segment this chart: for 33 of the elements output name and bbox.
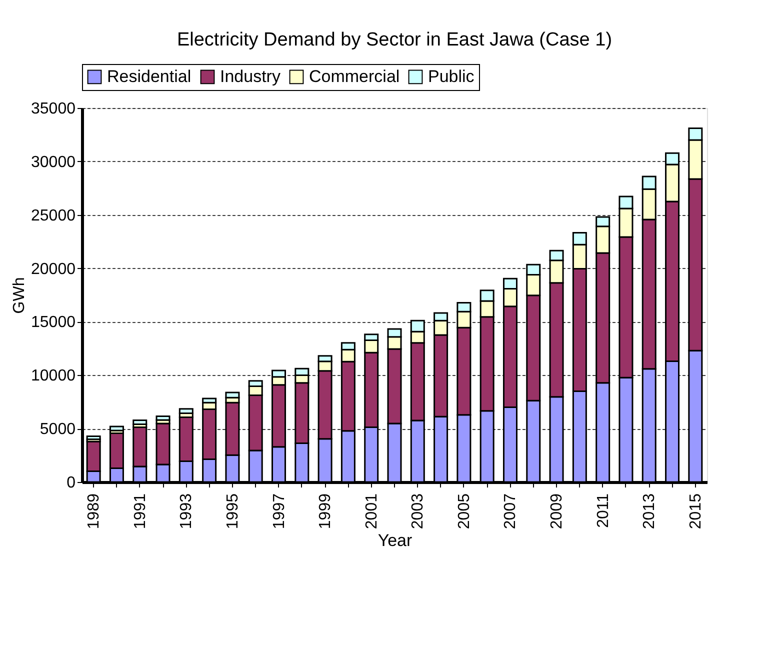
legend-label: Residential [107, 66, 192, 86]
x-tick-label: 2005 [456, 493, 473, 530]
y-tick-label: 5000 [40, 421, 76, 438]
y-tick-label: 25000 [31, 207, 76, 224]
chart-title: Electricity Demand by Sector in East Jawa (Case 1) [176, 30, 612, 50]
y-tick-label: 15000 [31, 314, 76, 332]
legend-label: Industry [220, 66, 281, 86]
x-tick-label: 1989 [86, 493, 103, 530]
x-tick-label: 1995 [224, 493, 242, 530]
bar [86, 436, 101, 440]
x-tick-label: 1999 [317, 493, 334, 530]
bar [132, 419, 148, 426]
x-tick-label: 1993 [178, 493, 196, 530]
y-tick-label: 30000 [31, 154, 76, 171]
x-tick-label: 2001 [363, 493, 380, 530]
x-tick-label: 2003 [410, 493, 427, 530]
x-tick-label: 2007 [502, 493, 520, 530]
y-tick-label: 20000 [31, 260, 76, 278]
y-tick-label: 10000 [31, 368, 76, 385]
legend-label: Commercial [309, 66, 400, 86]
y-tick-label: 0 [66, 474, 76, 492]
x-tick-label: 2013 [641, 493, 658, 530]
x-tick-label: 2011 [594, 493, 612, 528]
x-tick-label: 1997 [270, 493, 288, 530]
x-axis-title: Year [378, 531, 413, 550]
y-tick-label: 35000 [31, 100, 76, 118]
x-tick-label: 2015 [687, 493, 704, 530]
legend-label: Public [428, 66, 475, 86]
x-tick-label: 1991 [132, 493, 149, 530]
y-axis-title: GWh [11, 277, 28, 314]
x-tick-label: 2009 [548, 493, 566, 530]
bar [156, 416, 170, 421]
bar [178, 408, 194, 414]
